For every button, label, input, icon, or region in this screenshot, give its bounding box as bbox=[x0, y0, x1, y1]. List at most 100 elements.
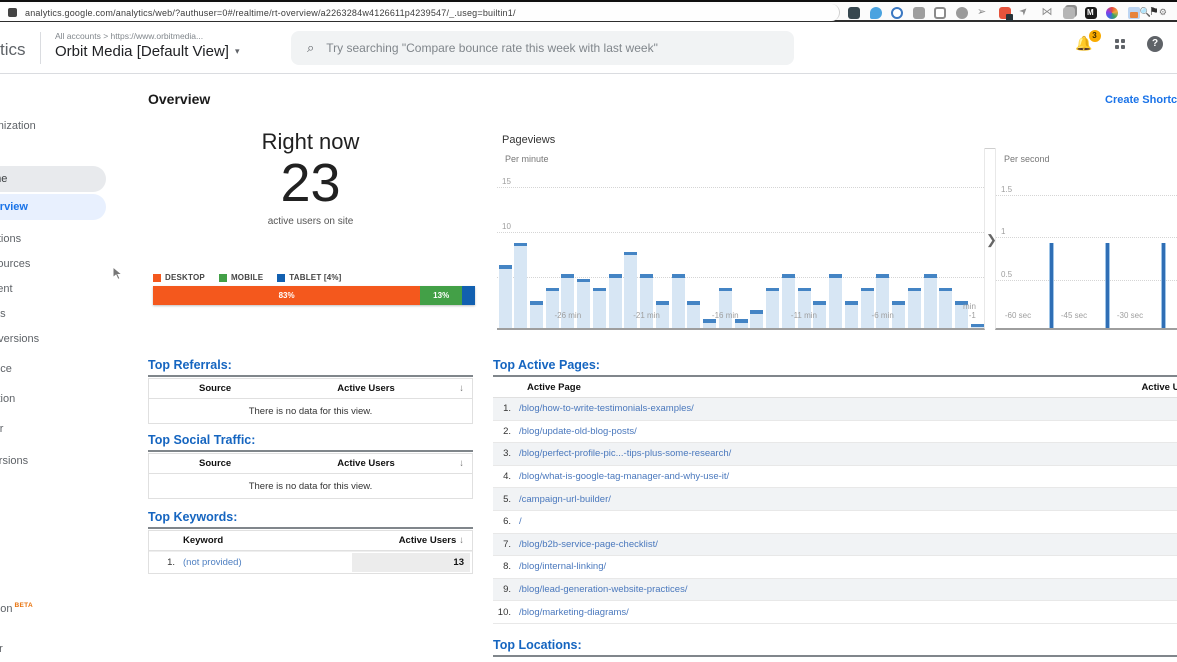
col-active-users[interactable]: Active Users bbox=[337, 383, 395, 394]
active-page-link[interactable]: /blog/update-old-blog-posts/ bbox=[519, 425, 637, 437]
per-second-bar[interactable] bbox=[1048, 243, 1054, 328]
gridline bbox=[497, 187, 984, 189]
sidebar-item-overview[interactable]: Overview bbox=[0, 194, 106, 220]
sidebar-item-acquisition[interactable]: Acquisition bbox=[0, 386, 110, 412]
per-minute-bar[interactable] bbox=[829, 274, 843, 328]
per-minute-bar[interactable] bbox=[750, 310, 764, 328]
col-source[interactable]: Source bbox=[199, 458, 232, 469]
active-page-link[interactable]: /blog/marketing-diagrams/ bbox=[519, 606, 629, 618]
active-page-link[interactable]: /blog/perfect-profile-pic...-tips-plus-s… bbox=[519, 448, 732, 460]
sidebar-item-locations[interactable]: Locations bbox=[0, 226, 110, 252]
gray-arrow-extension-icon[interactable] bbox=[977, 5, 989, 19]
sidebar-item-discover[interactable]: Discover bbox=[0, 636, 110, 662]
per-minute-bar[interactable] bbox=[514, 242, 528, 328]
sidebar-item-conversions[interactable]: Conversions bbox=[0, 326, 110, 352]
per-minute-bar[interactable] bbox=[797, 287, 811, 328]
red-overlap-extension-icon[interactable] bbox=[998, 7, 1013, 21]
col-active-users[interactable]: Active Users bbox=[337, 458, 395, 469]
per-minute-bar[interactable] bbox=[939, 287, 953, 328]
per-minute-bar[interactable] bbox=[907, 287, 921, 328]
property-name[interactable]: Orbit Media [Default View] bbox=[55, 43, 229, 60]
sort-arrow-icon[interactable]: ↓ bbox=[459, 535, 464, 546]
active-page-link[interactable]: /blog/b2b-service-page-checklist/ bbox=[519, 538, 658, 550]
per-minute-bar[interactable] bbox=[529, 301, 543, 328]
active-page-link[interactable]: /blog/lead-generation-website-practices/ bbox=[519, 584, 688, 596]
per-minute-bar[interactable] bbox=[970, 323, 984, 328]
per-minute-bar[interactable] bbox=[577, 278, 591, 328]
per-minute-bar[interactable] bbox=[687, 301, 701, 328]
per-minute-bar[interactable] bbox=[955, 301, 969, 328]
sidebar-item-traffic-sources[interactable]: Traffic Sources bbox=[0, 251, 110, 277]
gray-cursor-extension-icon[interactable] bbox=[1020, 7, 1032, 19]
settings-icon[interactable]: ⚙ bbox=[1158, 6, 1167, 17]
dark-square-extension-icon[interactable] bbox=[848, 7, 860, 19]
per-minute-bar[interactable] bbox=[718, 287, 732, 328]
col-active-page[interactable]: Active Page bbox=[527, 382, 581, 393]
per-minute-bar[interactable] bbox=[813, 301, 827, 328]
sidebar-item-realtime[interactable]: Realtime bbox=[0, 166, 106, 192]
sidebar-item-content[interactable]: Content bbox=[0, 276, 110, 302]
chart-scroll-arrow-icon[interactable]: ❯ bbox=[986, 232, 997, 247]
search-bar[interactable]: ⌕ Try searching "Compare bounce rate thi… bbox=[291, 31, 794, 65]
per-minute-bar[interactable] bbox=[561, 274, 575, 328]
property-selector[interactable]: Orbit Media [Default View] ▾ bbox=[55, 43, 240, 60]
gray-gear-extension-icon[interactable] bbox=[955, 7, 968, 19]
per-minute-bar[interactable] bbox=[671, 274, 685, 328]
blue-bag-extension-icon[interactable] bbox=[1127, 7, 1140, 19]
breadcrumb[interactable]: All accounts > https://www.orbitmedia... bbox=[55, 31, 204, 41]
sidebar-item-customization[interactable]: Customization bbox=[0, 113, 110, 139]
gray-copy-extension-icon[interactable] bbox=[1063, 7, 1075, 19]
keyword-link[interactable]: (not provided) bbox=[183, 557, 242, 568]
url-text[interactable]: analytics.google.com/analytics/web/?auth… bbox=[25, 7, 516, 18]
active-page-link[interactable]: /blog/what-is-google-tag-manager-and-why… bbox=[519, 471, 730, 483]
per-minute-bar[interactable] bbox=[844, 301, 858, 328]
per-minute-bar[interactable] bbox=[892, 301, 906, 328]
per-minute-bar[interactable] bbox=[640, 274, 654, 328]
sidebar-item-audience[interactable]: Audience bbox=[0, 356, 110, 382]
sidebar-item-attribution[interactable]: AttributionBETA bbox=[0, 596, 110, 622]
sidebar-item-events[interactable]: Events bbox=[0, 301, 110, 327]
active-page-link[interactable]: /blog/internal-linking/ bbox=[519, 561, 607, 573]
per-minute-bar[interactable] bbox=[876, 274, 890, 328]
per-second-bar[interactable] bbox=[1104, 243, 1110, 328]
active-page-link[interactable]: /campaign-url-builder/ bbox=[519, 493, 611, 505]
per-minute-bar[interactable] bbox=[545, 287, 559, 328]
zoom-icon[interactable]: 🔍 bbox=[1139, 6, 1151, 17]
sidebar-item-conversions[interactable]: Conversions bbox=[0, 448, 110, 474]
per-minute-bar[interactable] bbox=[860, 287, 874, 328]
create-shortcut-link[interactable]: Create Shortcut bbox=[1105, 94, 1177, 106]
dark-pin-extension-icon[interactable] bbox=[1149, 5, 1161, 19]
per-minute-bar[interactable] bbox=[655, 301, 669, 328]
sort-arrow-icon[interactable]: ↓ bbox=[459, 458, 464, 469]
per-minute-bar[interactable] bbox=[734, 319, 748, 328]
col-source[interactable]: Source bbox=[199, 383, 232, 394]
active-page-link[interactable]: /blog/how-to-write-testimonials-examples… bbox=[519, 403, 694, 415]
per-minute-bar[interactable] bbox=[766, 287, 780, 328]
per-minute-bar[interactable] bbox=[498, 265, 512, 328]
col-keyword[interactable]: Keyword bbox=[183, 535, 224, 546]
per-minute-bar[interactable] bbox=[592, 287, 606, 328]
address-bar[interactable]: analytics.google.com/analytics/web/?auth… bbox=[0, 4, 840, 21]
col-active-users[interactable]: Active Users bbox=[1141, 382, 1177, 393]
sort-arrow-icon[interactable]: ↓ bbox=[459, 383, 464, 394]
per-second-bar[interactable] bbox=[1160, 243, 1166, 328]
black-m-extension-icon[interactable] bbox=[1084, 7, 1097, 19]
col-active-users[interactable]: Active Users bbox=[398, 535, 457, 546]
chevron-down-icon[interactable]: ▾ bbox=[234, 46, 240, 56]
help-icon[interactable]: ? bbox=[1147, 36, 1163, 52]
per-minute-bar[interactable] bbox=[923, 274, 937, 328]
gray-bowtie-extension-icon[interactable] bbox=[1042, 5, 1054, 19]
notifications-button[interactable]: 🔔 3 bbox=[1075, 30, 1101, 53]
per-minute-bar[interactable] bbox=[781, 274, 795, 328]
gray-frame-extension-icon[interactable] bbox=[934, 7, 946, 19]
blue-drop-extension-icon[interactable] bbox=[869, 7, 882, 19]
per-minute-bar[interactable] bbox=[703, 319, 717, 328]
sidebar-item-behavior[interactable]: Behavior bbox=[0, 416, 110, 442]
per-minute-bar[interactable] bbox=[624, 251, 638, 328]
apps-grid-icon[interactable] bbox=[1114, 38, 1125, 50]
per-minute-bar[interactable] bbox=[608, 274, 622, 328]
active-page-link[interactable]: / bbox=[519, 516, 522, 528]
blue-circle-extension-icon[interactable] bbox=[891, 7, 903, 19]
gray-cam-extension-icon[interactable] bbox=[912, 7, 925, 19]
color-wheel-extension-icon[interactable] bbox=[1106, 7, 1118, 19]
